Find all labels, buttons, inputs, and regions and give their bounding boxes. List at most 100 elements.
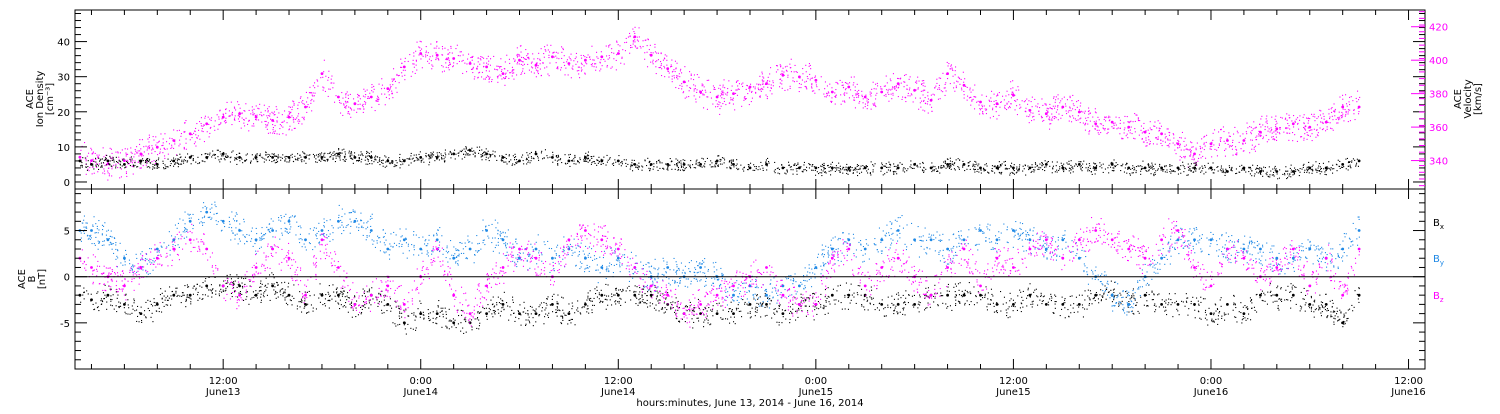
data-dot-ion-density [947,158,949,160]
data-dot-bx [319,301,321,303]
data-dot-velocity [831,87,833,89]
data-dot-ion-density [1044,170,1046,172]
data-dot-velocity [760,84,762,86]
data-dot-velocity [141,155,143,157]
data-dot-velocity [1097,125,1099,127]
data-dot-velocity [616,41,618,43]
data-dot-ion-density [728,161,730,163]
data-dot-ion-density [425,152,427,154]
data-dot-ion-density [98,157,100,159]
data-dot-ion-density [594,162,596,164]
data-dot-velocity [1068,120,1070,122]
data-dot-velocity [758,89,760,91]
data-dot-ion-density [153,167,155,169]
data-dot-velocity [448,69,450,71]
data-dot-velocity [679,76,681,78]
data-dot-velocity [1342,98,1344,100]
data-dot-ion-density [1208,168,1210,170]
data-dot-ion-density [294,155,296,157]
data-dot-ion-density [800,166,802,168]
data-dot-velocity [1143,122,1145,124]
data-dot-velocity [660,64,662,66]
data-dot-velocity [265,126,267,128]
data-dot-velocity [1067,111,1069,113]
data-dot-velocity [346,91,348,93]
data-dot-ion-density [552,154,554,156]
data-dot-ion-density [1318,163,1320,165]
data-dot-velocity [895,85,897,87]
data-dot-ion-density [484,154,486,156]
data-dot-ion-density [119,164,121,166]
data-dot-ion-density [738,168,740,170]
data-dot-ion-density [1011,166,1013,168]
data-dot-ion-density [300,156,302,158]
data-dot-velocity [1274,139,1276,141]
data-dot-velocity [511,75,513,77]
data-dot-ion-density [505,153,507,155]
data-dot-velocity [137,150,139,152]
data-dot-velocity [1153,125,1155,127]
data-dot-velocity [252,113,254,115]
data-dot-velocity [574,58,576,60]
data-dot-ion-density [768,162,770,164]
data-dot-ion-density [527,154,529,156]
data-dot-bx [493,306,495,308]
data-dot-velocity [1046,107,1048,109]
data-dot-velocity [1239,135,1241,137]
data-dot-ion-density [1129,173,1131,175]
data-point-velocity [205,122,209,126]
data-dot-velocity [1219,139,1221,141]
data-dot-ion-density [1284,174,1286,176]
data-dot-ion-density [997,166,999,168]
data-dot-ion-density [1080,161,1082,163]
data-dot-velocity [505,72,507,74]
data-dot-velocity [197,135,199,137]
data-dot-velocity [632,28,634,30]
data-dot-ion-density [1005,167,1007,169]
data-dot-velocity [503,68,505,70]
data-dot-ion-density [700,166,702,168]
data-dot-bx [372,298,374,300]
data-dot-velocity [754,88,756,90]
data-dot-velocity [301,101,303,103]
data-dot-ion-density [351,152,353,154]
data-dot-ion-density [134,164,136,166]
data-dot-velocity [690,87,692,89]
data-dot-velocity [206,131,208,133]
data-dot-ion-density [697,162,699,164]
data-dot-velocity [854,89,856,91]
data-dot-velocity [1202,155,1204,157]
data-dot-velocity [599,61,601,63]
data-dot-ion-density [481,149,483,151]
data-dot-bx [1205,314,1207,316]
data-dot-velocity [989,117,991,119]
data-dot-velocity [1181,157,1183,159]
data-dot-velocity [516,56,518,58]
data-dot-velocity [162,144,164,146]
data-dot-velocity [1190,154,1192,156]
data-dot-velocity [472,66,474,68]
data-dot-velocity [861,90,863,92]
data-dot-ion-density [1052,168,1054,170]
data-dot-velocity [126,159,128,161]
data-dot-bx [1326,308,1328,310]
data-dot-velocity [164,157,166,159]
data-dot-ion-density [1017,170,1019,172]
data-dot-bx [804,305,806,307]
data-dot-velocity [520,45,522,47]
data-dot-ion-density [910,167,912,169]
data-dot-ion-density [896,166,898,168]
data-dot-velocity [322,76,324,78]
data-dot-velocity [555,62,557,64]
data-dot-velocity [698,76,700,78]
data-dot-velocity [770,67,772,69]
data-dot-velocity [754,86,756,88]
data-dot-velocity [358,95,360,97]
data-dot-ion-density [1088,163,1090,165]
data-dot-velocity [528,58,530,60]
data-point-velocity [1209,142,1213,146]
data-dot-ion-density [514,153,516,155]
data-dot-velocity [1327,121,1329,123]
data-dot-ion-density [1013,170,1015,172]
data-dot-velocity [780,66,782,68]
